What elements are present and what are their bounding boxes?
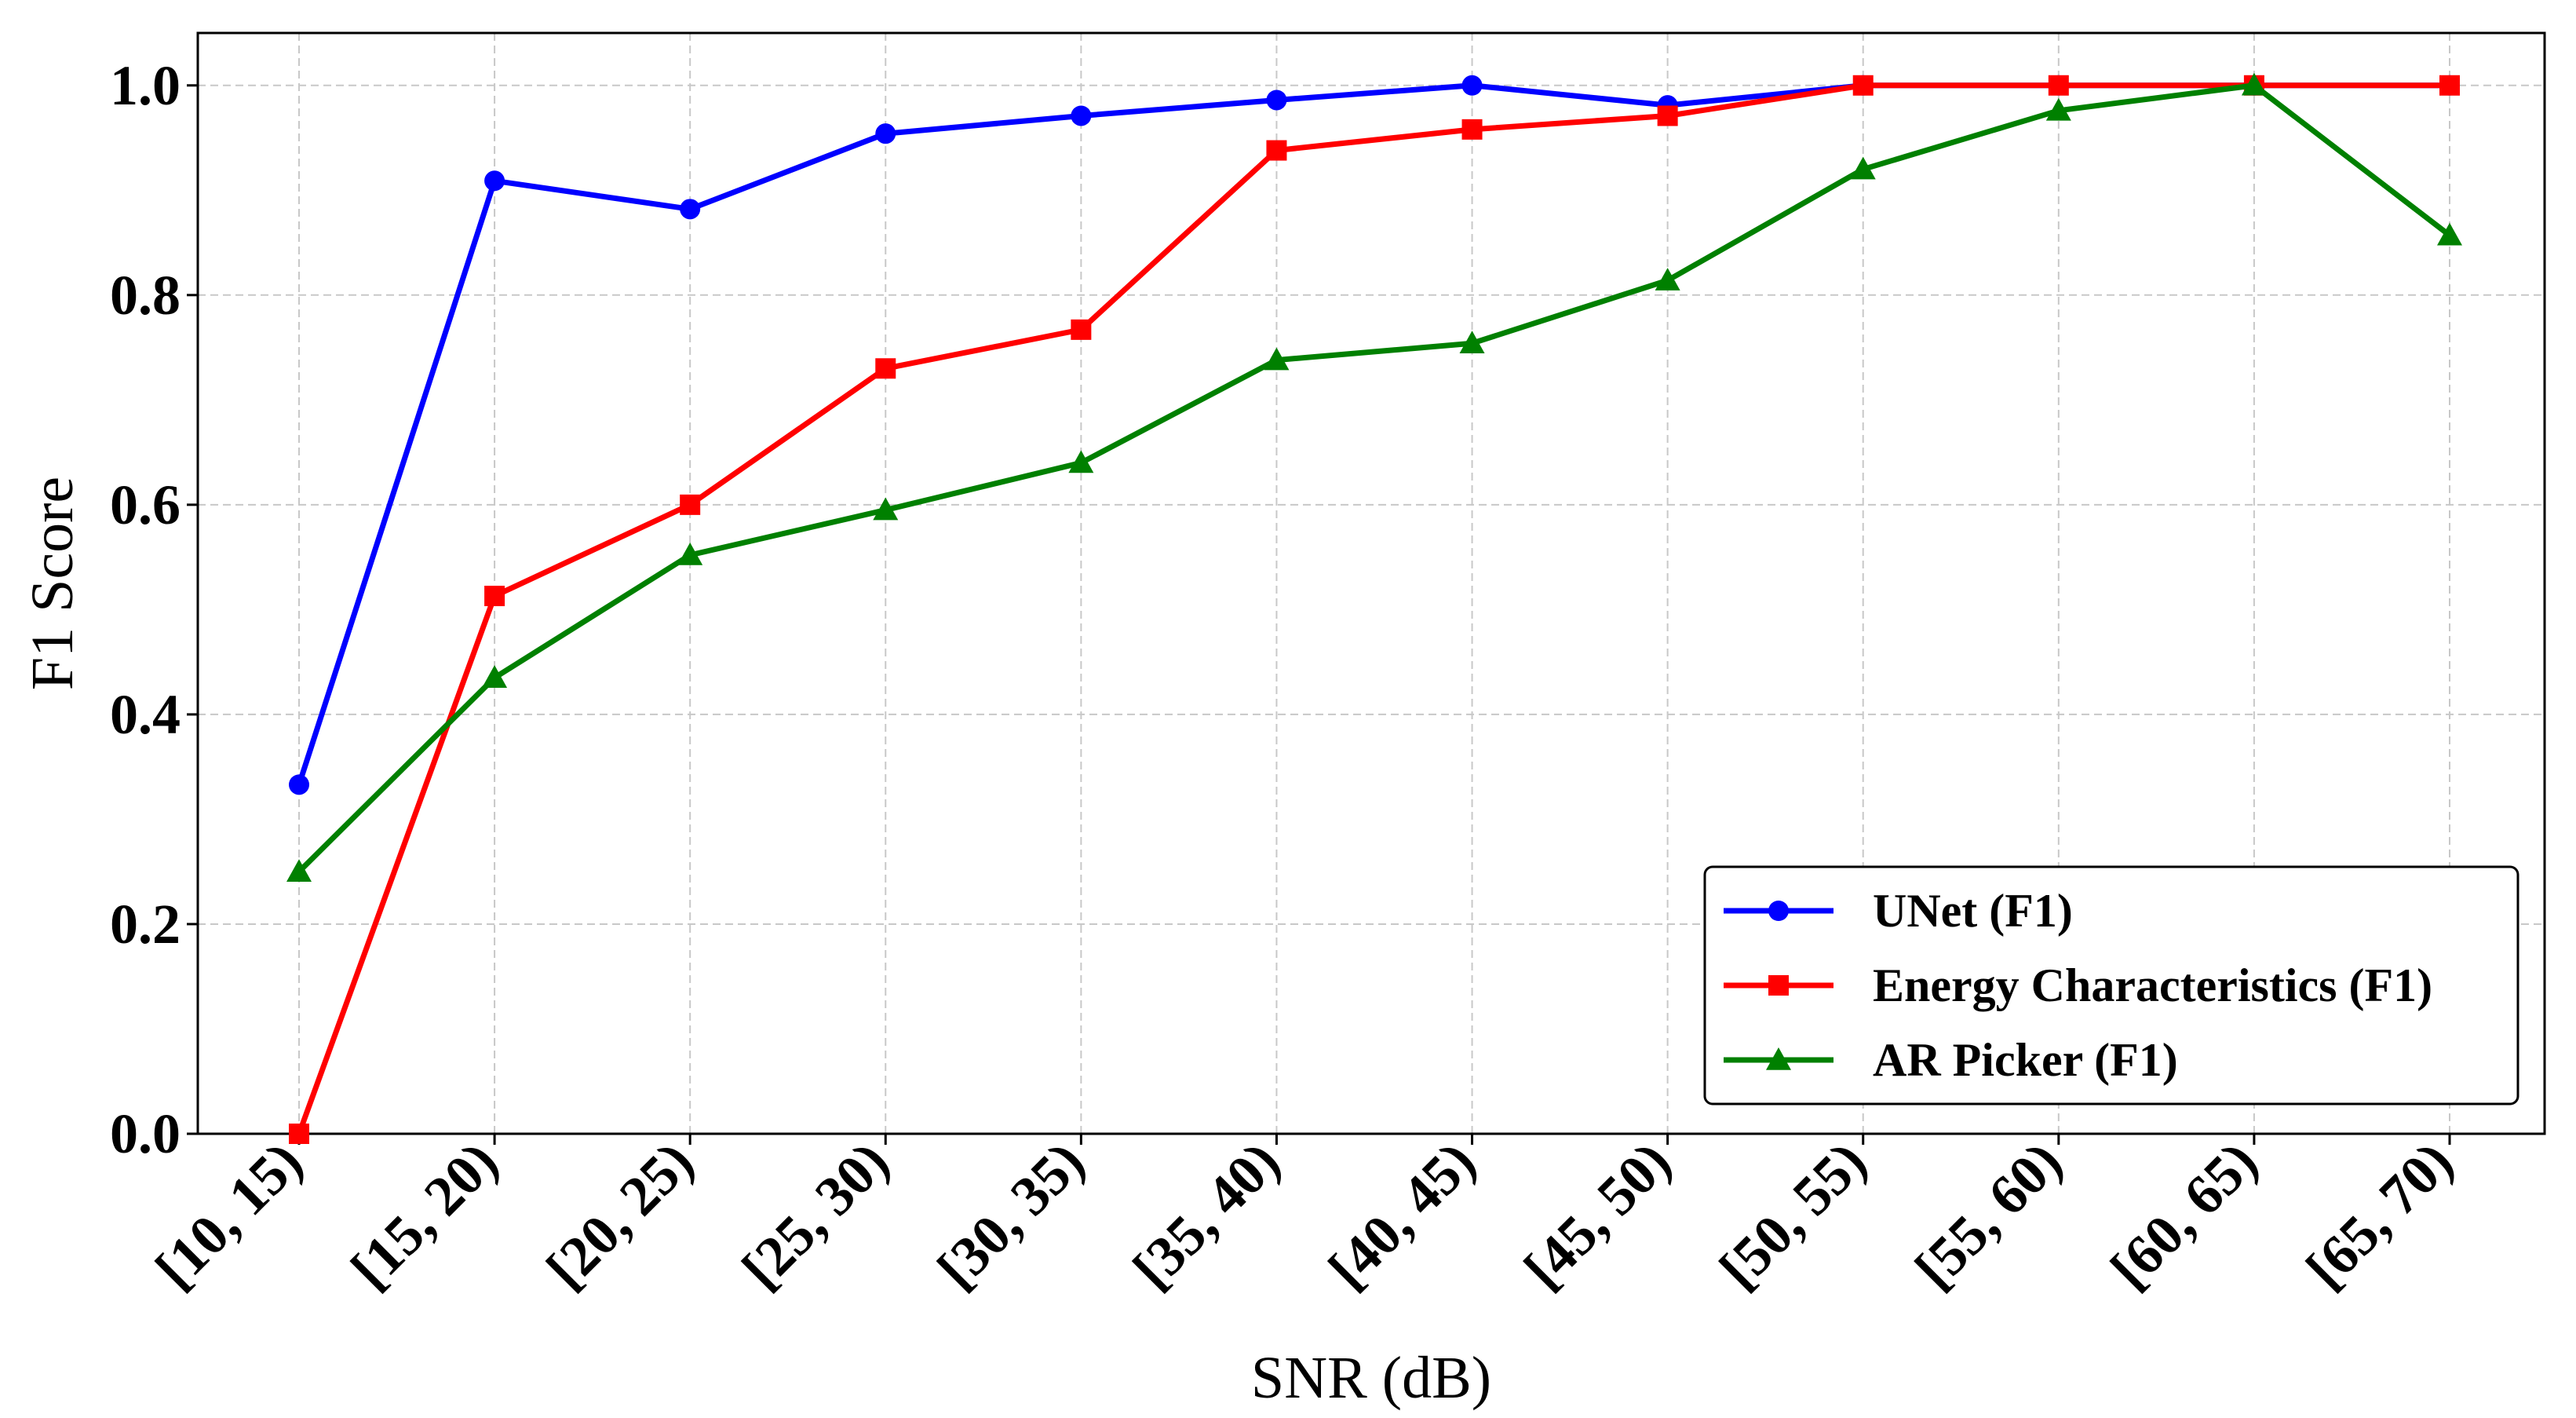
legend: UNet (F1) Energy Characteristics (F1) AR P… [1703, 865, 2519, 1106]
data-point [484, 170, 505, 192]
legend-marker [1768, 975, 1789, 996]
data-point [1266, 90, 1287, 111]
data-point [2437, 222, 2462, 246]
data-point [873, 497, 899, 521]
legend-marker [1766, 1047, 1791, 1070]
data-point [2241, 72, 2267, 96]
data-point [1657, 105, 1678, 126]
data-point [677, 542, 703, 565]
data-point [1266, 140, 1287, 161]
x-axis-label: SNR (dB) [1251, 1345, 1491, 1411]
legend-box [1703, 865, 2519, 1106]
legend-entry: UNet (F1) [1724, 885, 2073, 937]
data-point [1850, 156, 1876, 180]
y-tick-label: 0.2 [110, 893, 181, 956]
data-point [289, 1124, 309, 1144]
data-point [1852, 75, 1874, 96]
data-point [1071, 105, 1092, 126]
legend-entry: Energy Characteristics (F1) [1724, 959, 2432, 1011]
data-point [2439, 75, 2460, 96]
data-point [875, 358, 896, 379]
data-point [1461, 75, 1483, 96]
y-tick-label: 0.0 [110, 1102, 181, 1165]
data-point [1461, 119, 1483, 140]
series-3 [286, 72, 2462, 882]
y-tick-label: 0.6 [110, 473, 181, 536]
y-axis-label: F1 Score [20, 477, 86, 690]
legend-label: AR Picker (F1) [1873, 1034, 2178, 1086]
series-line [297, 82, 2452, 874]
data-point [2045, 97, 2071, 121]
data-point [286, 859, 312, 882]
plot-area [196, 31, 2546, 1135]
data-point [289, 774, 309, 795]
data-point [875, 123, 896, 144]
series-line [296, 82, 2450, 1135]
data-point [482, 665, 508, 688]
data-point [680, 199, 701, 220]
y-axis-ticks: 0.0 0.2 0.4 0.6 0.8 1.0 [110, 54, 198, 1165]
legend-marker [1768, 901, 1789, 921]
y-tick-label: 0.4 [110, 683, 181, 746]
y-tick-label: 1.0 [110, 54, 181, 117]
data-point [484, 586, 505, 607]
data-point [1459, 331, 1485, 354]
legend-label: Energy Characteristics (F1) [1873, 959, 2432, 1011]
data-point [1068, 450, 1094, 473]
data-point [1655, 268, 1680, 291]
data-point [2048, 75, 2069, 96]
legend-entry: AR Picker (F1) [1724, 1034, 2178, 1086]
data-point [1264, 347, 1290, 371]
data-point [1071, 319, 1092, 340]
y-tick-label: 0.8 [110, 264, 181, 327]
series-layer [286, 72, 2462, 1144]
data-point [680, 494, 701, 515]
legend-label: UNet (F1) [1873, 885, 2073, 937]
